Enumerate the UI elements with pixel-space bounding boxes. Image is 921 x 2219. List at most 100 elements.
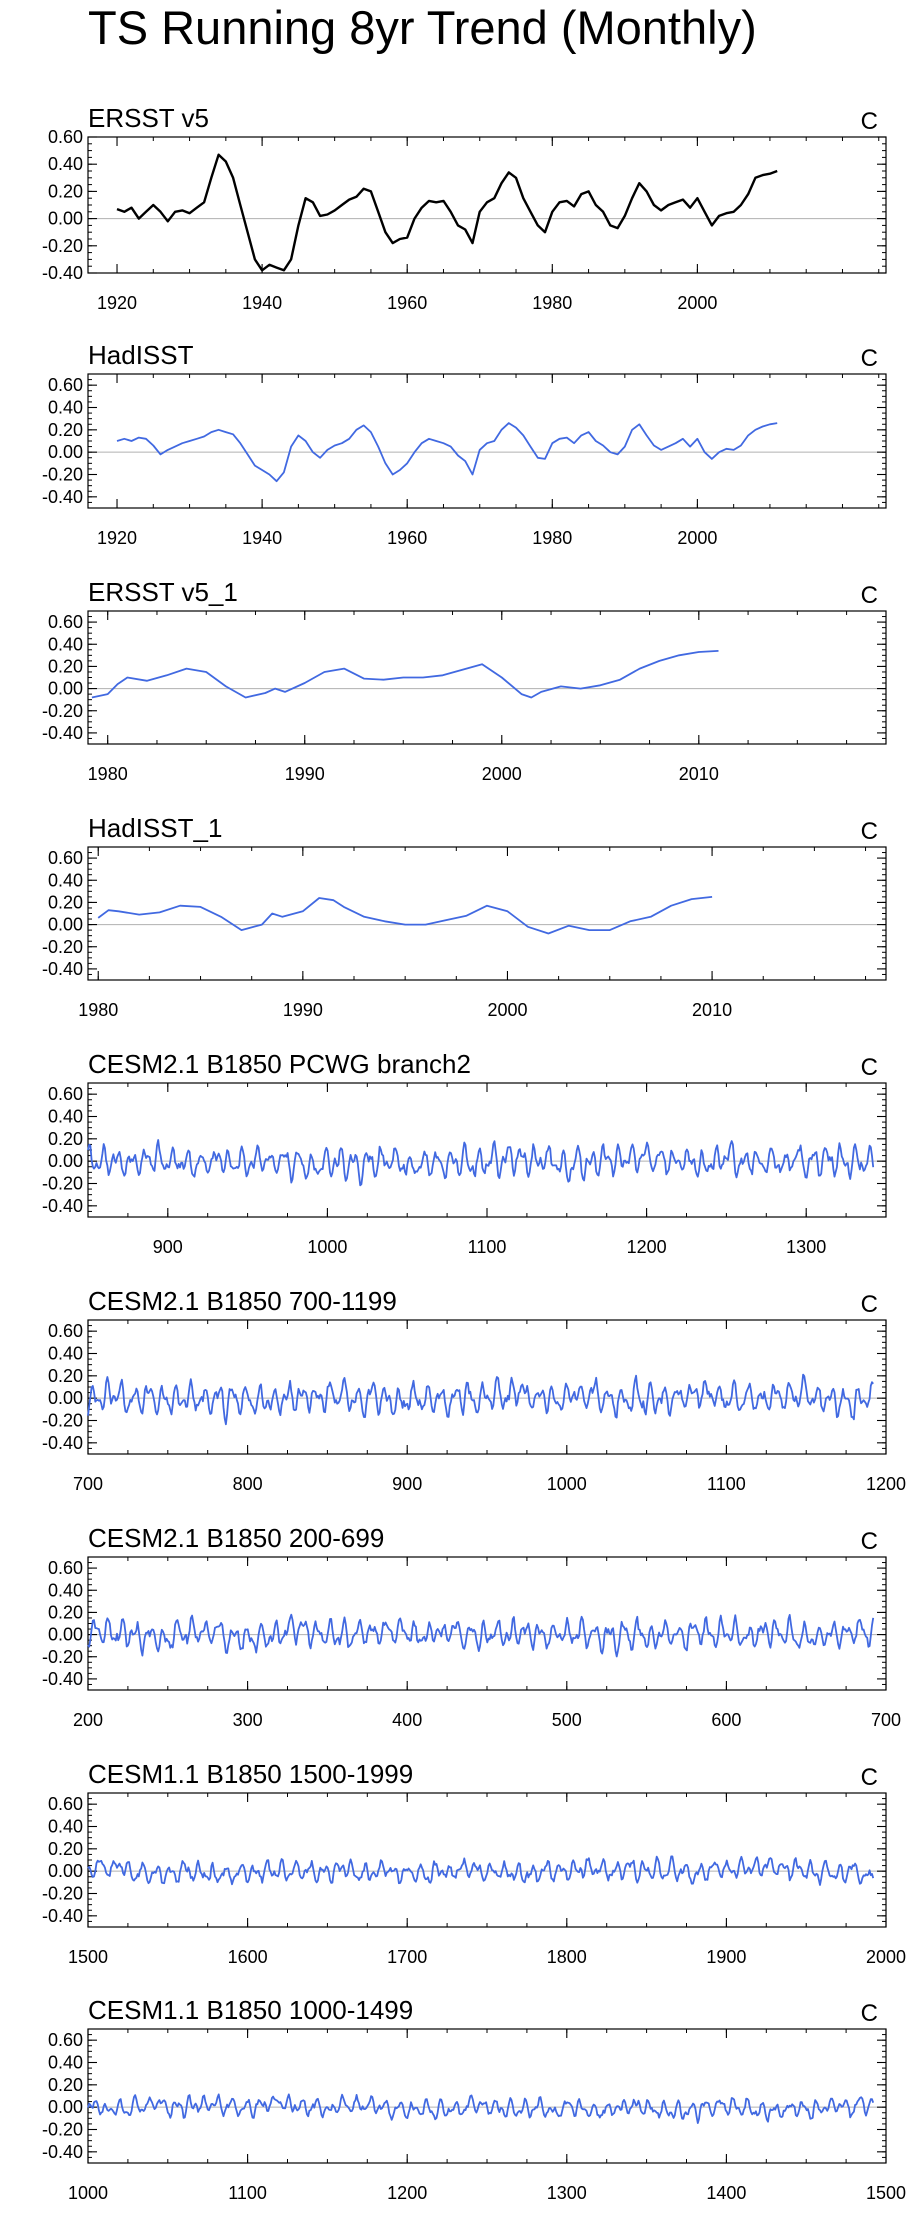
y-tick-label: 0.40	[48, 2053, 83, 2073]
y-tick-label: 0.00	[48, 1388, 83, 1408]
x-tick-label: 1600	[228, 1947, 268, 1967]
y-tick-label: 0.20	[48, 1602, 83, 1622]
panel-units: C	[861, 2000, 878, 2027]
panel-title: ERSST v5_1	[88, 577, 238, 607]
x-tick-label: 1200	[387, 2183, 427, 2203]
plot-frame	[87, 2028, 887, 2164]
x-tick-label: 1980	[532, 293, 572, 313]
series-line	[97, 896, 713, 935]
plot-frame	[87, 1082, 887, 1218]
y-tick-label: -0.20	[42, 1174, 83, 1194]
y-tick-label: 0.20	[48, 181, 83, 201]
x-tick-label: 1200	[627, 1237, 667, 1257]
x-tick-label: 1980	[532, 528, 572, 548]
x-tick-label: 1200	[866, 1474, 906, 1494]
y-tick-label: -0.20	[42, 1647, 83, 1667]
x-tick-label: 2000	[866, 1947, 906, 1967]
panel-title: CESM1.1 B1850 1000-1499	[88, 1995, 413, 2025]
x-tick-label: 1960	[387, 293, 427, 313]
y-tick-label: -0.20	[42, 236, 83, 256]
x-tick-label: 2000	[487, 1000, 527, 1020]
x-tick-label: 1300	[786, 1237, 826, 1257]
x-tick-label: 1100	[468, 1237, 507, 1257]
y-tick-label: 0.00	[48, 1625, 83, 1645]
y-tick-label: -0.20	[42, 701, 83, 721]
x-tick-label: 300	[233, 1710, 263, 1730]
x-tick-label: 600	[711, 1710, 741, 1730]
plot-frame	[87, 136, 887, 274]
y-tick-label: 0.00	[48, 1151, 83, 1171]
x-tick-label: 1940	[242, 528, 282, 548]
plot-frame	[87, 1319, 887, 1455]
x-tick-label: 1100	[707, 1474, 746, 1494]
series-line	[87, 1373, 874, 1426]
panel-units: C	[861, 582, 878, 609]
series-line	[116, 153, 778, 272]
chart-panel: HadISST_1 C -0.40-0.200.00 0.200.400.60 1980…	[42, 813, 887, 1020]
y-tick-label: 0.20	[48, 1366, 83, 1386]
y-tick-label: -0.40	[42, 1433, 83, 1453]
y-tick-label: 0.00	[48, 1861, 83, 1881]
y-tick-label: 0.40	[48, 398, 83, 418]
y-tick-label: 0.60	[48, 1321, 83, 1341]
y-tick-label: -0.20	[42, 2120, 83, 2140]
series-line	[87, 1855, 875, 1886]
x-tick-label: 1800	[547, 1947, 587, 1967]
chart-panel: CESM1.1 B1850 1000-1499 C-0.40-0.200.000.…	[42, 1995, 906, 2203]
chart-panel: CESM2.1 B1850 200-699 C -0.40-0.200.00 0.20…	[42, 1523, 901, 1730]
x-tick-label: 700	[73, 1474, 103, 1494]
y-tick-label: -0.40	[42, 1196, 83, 1216]
y-tick-label: 0.40	[48, 154, 83, 174]
y-tick-label: 0.20	[48, 1129, 83, 1149]
y-tick-label: -0.20	[42, 1411, 83, 1431]
x-tick-label: 400	[392, 1710, 422, 1730]
y-tick-label: -0.40	[42, 487, 83, 507]
y-tick-label: 0.20	[48, 2075, 83, 2095]
y-tick-label: -0.40	[42, 2142, 83, 2162]
x-tick-label: 1960	[387, 528, 427, 548]
x-tick-label: 1920	[97, 528, 137, 548]
x-tick-label: 1500	[866, 2183, 906, 2203]
y-tick-label: 0.20	[48, 656, 83, 676]
x-tick-label: 800	[233, 1474, 263, 1494]
x-tick-label: 2000	[677, 293, 717, 313]
y-tick-label: 0.20	[48, 420, 83, 440]
y-tick-label: -0.40	[42, 959, 83, 979]
x-tick-label: 1000	[547, 1474, 587, 1494]
y-tick-label: 0.20	[48, 892, 83, 912]
panel-title: CESM2.1 B1850 200-699	[88, 1523, 384, 1553]
series-line	[91, 650, 719, 699]
panel-title: CESM2.1 B1850 700-1199	[88, 1286, 397, 1316]
chart-panel: CESM2.1 B1850 PCWG branch2 C -0.40-0.20 0.0…	[42, 1049, 887, 1257]
panel-title: ERSST v5	[88, 103, 209, 133]
x-tick-label: 900	[153, 1237, 183, 1257]
chart-panel: ERSST v5_1 C -0.40-0.200.00 0.200.400.60 198…	[42, 577, 887, 784]
chart-panel: CESM1.1 B1850 1500-1999 C-0.40-0.200.000.…	[42, 1759, 906, 1967]
y-tick-label: 0.60	[48, 612, 83, 632]
y-tick-label: 0.60	[48, 1084, 83, 1104]
y-tick-label: 0.60	[48, 1794, 83, 1814]
panel-title: HadISST	[88, 340, 194, 370]
chart-panel: ERSST v5 C -0.40 -0.20 0.00 0.20 0.40 0.60 1920 1…	[42, 103, 887, 313]
y-tick-label: 0.40	[48, 1344, 83, 1364]
x-tick-label: 2000	[677, 528, 717, 548]
plot-frame	[87, 846, 887, 981]
y-tick-label: 0.60	[48, 1558, 83, 1578]
x-tick-label: 1700	[387, 1947, 427, 1967]
x-tick-label: 1990	[285, 764, 325, 784]
y-tick-label: -0.40	[42, 723, 83, 743]
panel-units: C	[861, 1528, 878, 1555]
panel-title: CESM1.1 B1850 1500-1999	[88, 1759, 413, 1789]
y-tick-label: 0.60	[48, 375, 83, 395]
plot-frame	[87, 1792, 887, 1928]
x-tick-label: 1000	[307, 1237, 347, 1257]
x-tick-label: 500	[552, 1710, 582, 1730]
y-tick-label: -0.40	[42, 1906, 83, 1926]
panel-units: C	[861, 108, 878, 135]
y-tick-label: 0.20	[48, 1839, 83, 1859]
x-tick-label: 900	[392, 1474, 422, 1494]
y-tick-label: 0.40	[48, 870, 83, 890]
series-line	[87, 1613, 875, 1658]
y-tick-label: -0.40	[42, 1669, 83, 1689]
